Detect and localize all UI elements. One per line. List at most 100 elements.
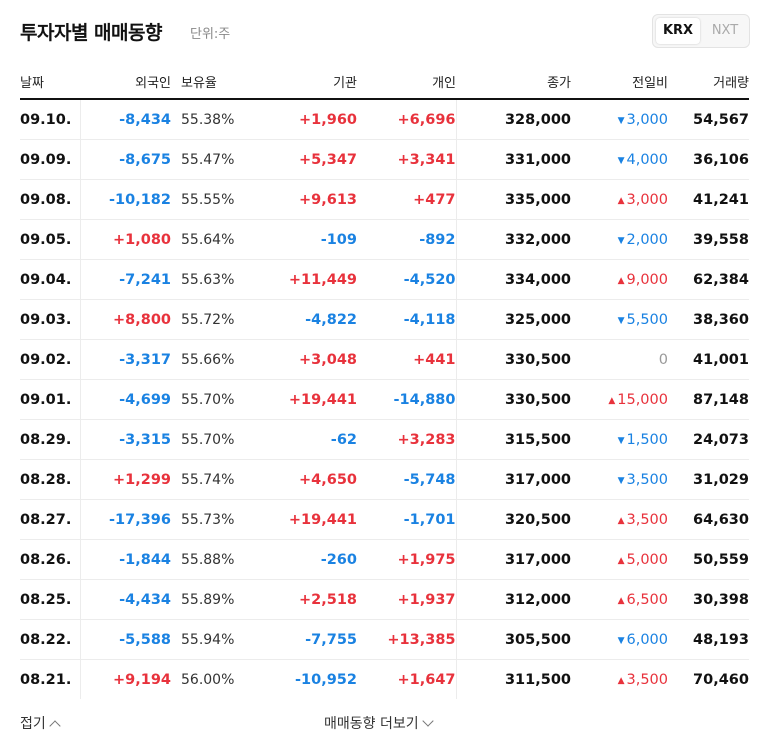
col-header-volume: 거래량 bbox=[668, 64, 749, 100]
change-value: 0 bbox=[658, 351, 668, 368]
cell-institution: +11,449 bbox=[251, 259, 357, 300]
cell-volume: 39,558 bbox=[668, 219, 749, 260]
cell-foreign: -4,434 bbox=[79, 579, 171, 620]
change-value: 1,500 bbox=[626, 431, 668, 448]
cell-individual: -1,701 bbox=[357, 499, 456, 540]
cell-date: 08.28. bbox=[20, 459, 80, 500]
cell-individual: -892 bbox=[357, 219, 456, 260]
exchange-option-krx[interactable]: KRX bbox=[656, 18, 700, 44]
cell-change: ▲ 6,500 bbox=[571, 579, 668, 620]
cell-individual: -14,880 bbox=[357, 379, 456, 420]
change-value: 2,000 bbox=[626, 231, 668, 248]
cell-volume: 30,398 bbox=[668, 579, 749, 620]
cell-date: 08.27. bbox=[20, 499, 80, 540]
change-value: 3,000 bbox=[626, 111, 668, 128]
cell-close: 311,500 bbox=[455, 659, 571, 699]
table-row: 08.25. -4,434 55.89% +2,518 +1,937 312,000 ▲ 6,… bbox=[20, 579, 749, 620]
cell-individual: +6,696 bbox=[357, 99, 456, 140]
cell-ratio: 55.74% bbox=[171, 459, 251, 500]
cell-volume: 36,106 bbox=[668, 139, 749, 180]
cell-ratio: 55.63% bbox=[171, 259, 251, 300]
triangle-up-icon: ▲ bbox=[608, 395, 616, 406]
cell-volume: 64,630 bbox=[668, 499, 749, 540]
cell-close: 328,000 bbox=[455, 99, 571, 140]
cell-foreign: -1,844 bbox=[79, 539, 171, 580]
cell-foreign: -5,588 bbox=[79, 619, 171, 660]
change-value: 5,500 bbox=[626, 311, 668, 328]
cell-ratio: 55.66% bbox=[171, 339, 251, 380]
col-header-date: 날짜 bbox=[20, 64, 80, 100]
cell-date: 09.05. bbox=[20, 219, 80, 260]
cell-ratio: 55.64% bbox=[171, 219, 251, 260]
table-row: 08.29. -3,315 55.70% -62 +3,283 315,500 ▼ 1,500… bbox=[20, 419, 749, 460]
cell-individual: +1,647 bbox=[397, 671, 456, 688]
triangle-down-icon: ▼ bbox=[617, 155, 625, 166]
table-row: 08.27. -17,396 55.73% +19,441 -1,701 320,500 ▲… bbox=[20, 499, 749, 540]
table-row: 08.28. +1,299 55.74% +4,650 -5,748 317,000 ▼ 3,… bbox=[20, 459, 749, 500]
chevron-up-icon bbox=[49, 720, 61, 732]
triangle-down-icon: ▼ bbox=[617, 635, 625, 646]
cell-volume: 24,073 bbox=[668, 419, 749, 460]
cell-institution: +1,960 bbox=[251, 99, 357, 140]
cell-volume: 41,241 bbox=[668, 179, 749, 220]
more-trading-button[interactable]: 매매동향 더보기 bbox=[324, 713, 434, 733]
triangle-down-icon: ▼ bbox=[617, 115, 625, 126]
triangle-up-icon: ▲ bbox=[617, 555, 625, 566]
cell-foreign: +8,800 bbox=[79, 299, 171, 340]
cell-foreign: +1,299 bbox=[79, 459, 171, 500]
cell-volume: 70,460 bbox=[693, 671, 749, 688]
cell-date: 09.04. bbox=[20, 259, 80, 300]
cell-change: ▲ 5,000 bbox=[571, 539, 668, 580]
investor-trading-table: 날짜 외국인 보유율 기관 개인 종가 전일비 거래량 09.10. -8,434… bbox=[20, 64, 749, 699]
cell-ratio: 55.94% bbox=[171, 619, 251, 660]
cell-individual: +3,283 bbox=[357, 419, 456, 460]
cell-change: ▼ 1,500 bbox=[571, 419, 668, 460]
cell-close: 305,500 bbox=[455, 619, 571, 660]
cell-change: ▼ 6,000 bbox=[571, 619, 668, 660]
cell-close: 312,000 bbox=[455, 579, 571, 620]
cell-ratio: 55.38% bbox=[171, 99, 251, 140]
cell-date: 08.25. bbox=[20, 579, 80, 620]
cell-foreign: -8,675 bbox=[79, 139, 171, 180]
change-value: 3,500 bbox=[626, 671, 668, 688]
cell-volume: 38,360 bbox=[668, 299, 749, 340]
triangle-down-icon: ▼ bbox=[617, 475, 625, 486]
exchange-option-nxt[interactable]: NXT bbox=[711, 23, 739, 38]
cell-foreign: -10,182 bbox=[79, 179, 171, 220]
cell-date: 09.09. bbox=[20, 139, 80, 180]
cell-volume: 87,148 bbox=[668, 379, 749, 420]
col-header-close: 종가 bbox=[456, 64, 571, 100]
col-header-institution: 기관 bbox=[251, 64, 357, 100]
change-value: 3,500 bbox=[626, 471, 668, 488]
cell-date: 08.22. bbox=[20, 619, 80, 660]
cell-foreign: +1,080 bbox=[79, 219, 171, 260]
cell-individual: +1,937 bbox=[357, 579, 456, 620]
cell-foreign: -3,317 bbox=[79, 339, 171, 380]
cell-volume: 48,193 bbox=[668, 619, 749, 660]
cell-close: 332,000 bbox=[455, 219, 571, 260]
cell-date: 09.10. bbox=[20, 99, 80, 140]
cell-institution: -260 bbox=[251, 539, 357, 580]
page-title: 투자자별 매매동향 bbox=[20, 22, 162, 44]
cell-date: 08.29. bbox=[20, 419, 80, 460]
fold-button[interactable]: 접기 bbox=[20, 713, 61, 733]
cell-institution: -109 bbox=[251, 219, 357, 260]
cell-date: 08.21. bbox=[20, 671, 72, 688]
col-header-foreign: 외국인 bbox=[80, 64, 171, 100]
cell-ratio: 55.70% bbox=[171, 419, 251, 460]
table-row: 09.09. -8,675 55.47% +5,347 +3,341 331,000 ▼ 4,… bbox=[20, 139, 749, 180]
cell-foreign: -4,699 bbox=[79, 379, 171, 420]
cell-ratio: 55.70% bbox=[171, 379, 251, 420]
cell-change: ▲ 9,000 bbox=[571, 259, 668, 300]
cell-foreign: -7,241 bbox=[79, 259, 171, 300]
table-row: 09.05. +1,080 55.64% -109 -892 332,000 ▼ 2,000 3… bbox=[20, 219, 749, 260]
footer: 접기 매매동향 더보기 bbox=[20, 710, 750, 734]
exchange-toggle: KRX NXT bbox=[652, 14, 750, 48]
cell-individual: -4,118 bbox=[357, 299, 456, 340]
cell-change: ▼ 4,000 bbox=[571, 139, 668, 180]
cell-individual: +477 bbox=[357, 179, 456, 220]
cell-institution: +4,650 bbox=[251, 459, 357, 500]
table-row: 08.22. -5,588 55.94% -7,755 +13,385 305,500 ▼ 6… bbox=[20, 619, 749, 660]
cell-close: 317,000 bbox=[455, 539, 571, 580]
cell-date: 09.02. bbox=[20, 339, 80, 380]
